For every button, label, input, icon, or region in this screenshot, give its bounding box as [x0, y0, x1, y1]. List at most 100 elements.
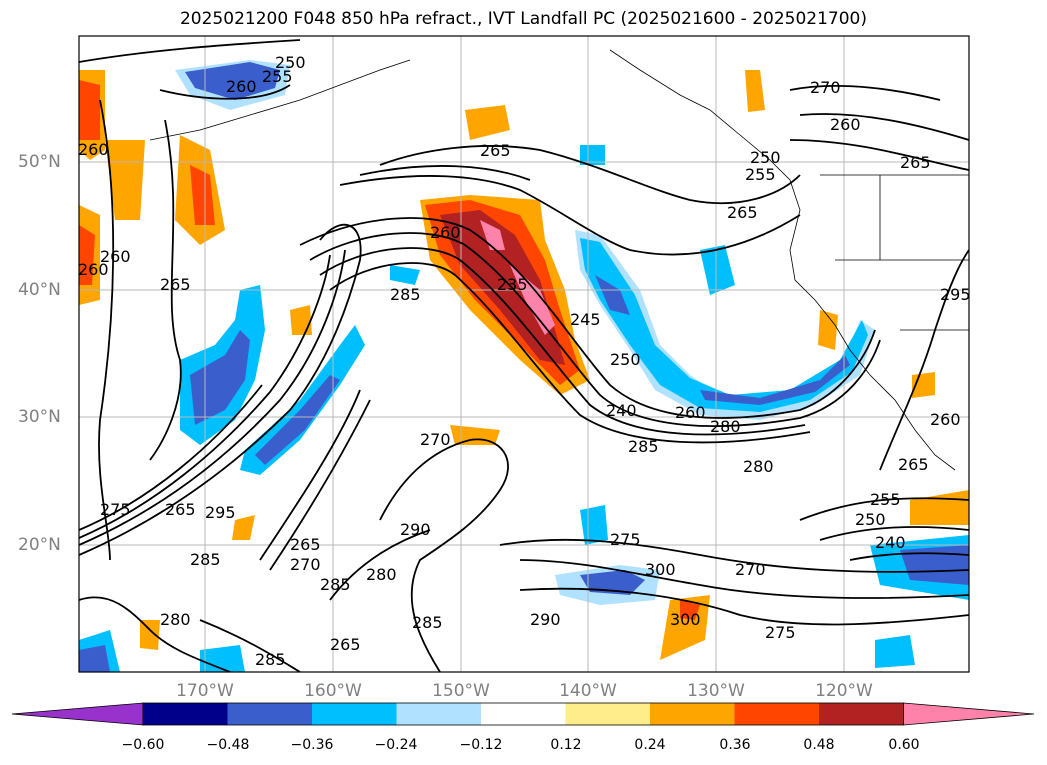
contour-label: 290: [400, 520, 431, 539]
contour-label: 285: [412, 613, 443, 632]
shading-positive-region: [232, 515, 255, 540]
contour-label: 235: [497, 275, 528, 294]
colorbar-frame: [142, 702, 904, 726]
contour-label: 275: [610, 530, 641, 549]
shading-positive-region: [480, 220, 555, 335]
contour-label: 255: [262, 67, 293, 86]
contour-label: 295: [205, 503, 236, 522]
lon-label-170w: 170°W: [176, 681, 234, 701]
colorbar-segment: [227, 703, 313, 725]
contour-label: 265: [727, 203, 758, 222]
contour-label: 255: [745, 165, 776, 184]
colorbar-tick-label: −0.12: [459, 737, 503, 753]
shading-negative-region: [580, 238, 868, 412]
map-frame: [78, 35, 970, 673]
contour-label: 270: [420, 430, 451, 449]
contour-label: 260: [226, 77, 257, 96]
shading-negative-region: [240, 325, 365, 475]
lon-label-140w: 140°W: [559, 681, 617, 701]
shading-negative-region: [700, 245, 735, 295]
colorbar-tick-label: −0.24: [374, 737, 418, 753]
contour-label: 250: [610, 350, 641, 369]
colorbar-tick-label: 0.48: [803, 737, 835, 753]
lat-label-40n: 40°N: [18, 280, 61, 300]
shading-negative-region: [900, 545, 969, 585]
contour-label: 280: [366, 565, 397, 584]
contour-label: 250: [275, 53, 306, 72]
contour-label: 260: [830, 115, 861, 134]
colorbar-segment: [650, 703, 735, 725]
contour-label: 240: [875, 533, 906, 552]
contour-label: 285: [628, 437, 659, 456]
shading-positive-region: [290, 305, 312, 335]
contour-label: 300: [645, 560, 676, 579]
lon-label-150w: 150°W: [432, 681, 490, 701]
contour-label: 265: [165, 500, 196, 519]
colorbar-segment: [396, 703, 482, 725]
shading-positive-region: [79, 225, 95, 285]
contour-label: 265: [900, 153, 931, 172]
shading-negative-region: [875, 635, 915, 668]
colorbar-tick-label: 0.60: [888, 737, 920, 753]
colorbar-tick-label: −0.36: [290, 737, 334, 753]
contour-label: 270: [290, 555, 321, 574]
shading-positive-region: [190, 165, 215, 225]
lon-label-130w: 130°W: [687, 681, 745, 701]
shading-positive-region: [465, 105, 510, 140]
contour-label: 260: [930, 410, 961, 429]
contour-label: 245: [570, 310, 601, 329]
shading-negative-region: [390, 265, 420, 285]
contour-label: 280: [160, 610, 191, 629]
shading-negative-region: [575, 230, 875, 420]
shading-negative-region: [580, 505, 608, 545]
contour-label: 280: [743, 457, 774, 476]
contour-label: 260: [675, 403, 706, 422]
colorbar-segment: [143, 703, 228, 725]
contour-label: 275: [765, 623, 796, 642]
lat-label-50n: 50°N: [18, 152, 61, 172]
graticule: [79, 36, 969, 672]
map-title: 2025021200 F048 850 hPa refract., IVT La…: [179, 9, 867, 29]
colorbar-tick-label: 0.24: [634, 737, 666, 753]
colorbar-segment: [565, 703, 651, 725]
colorbar-tick-label: 0.12: [550, 737, 582, 753]
contour-label: 240: [606, 401, 637, 420]
shading-positive-region: [140, 620, 160, 650]
colorbar-segment: [481, 703, 566, 725]
shading-positive-region: [818, 310, 838, 350]
shading-positive-region: [79, 80, 100, 140]
shading-positive-region: [745, 70, 765, 112]
contour-label: 280: [710, 417, 741, 436]
shading-negative-region: [79, 645, 110, 672]
contour-label: 290: [530, 610, 561, 629]
contour-label: 265: [290, 535, 321, 554]
contour-label: 295: [940, 285, 971, 304]
shading-negative-region: [255, 375, 340, 465]
coastlines: [149, 49, 969, 471]
contour-label: 260: [78, 260, 109, 279]
shading-negative-region: [185, 62, 280, 100]
contour-label: 275: [100, 500, 131, 519]
colorbar-tick-label: −0.48: [206, 737, 250, 753]
contour-label: 255: [870, 490, 901, 509]
contour-label: 260: [78, 140, 109, 159]
colorbar-segment: [312, 703, 397, 725]
contour-label: 265: [480, 141, 511, 160]
lat-label-30n: 30°N: [18, 407, 61, 427]
colorbar-segment: [819, 703, 904, 725]
colorbar-tick-label: −0.60: [121, 737, 165, 753]
lat-label-20n: 20°N: [18, 535, 61, 555]
colorbar-segment: [734, 703, 820, 725]
lon-label-120w: 120°W: [815, 681, 873, 701]
contour-label: 285: [320, 575, 351, 594]
contour-label: 265: [898, 455, 929, 474]
lon-label-160w: 160°W: [304, 681, 362, 701]
contour-label: 260: [430, 223, 461, 242]
shading-positive-region: [680, 600, 700, 620]
contour-label: 300: [670, 610, 701, 629]
contour-label: 270: [735, 560, 766, 579]
colorbar-tick-label: 0.36: [719, 737, 751, 753]
colorbar-extend-low: [11, 702, 144, 726]
